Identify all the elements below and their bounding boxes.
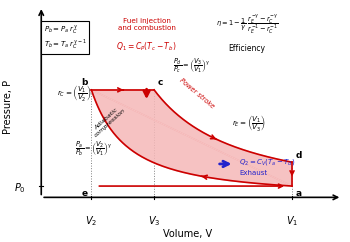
Text: $Q_1 = C_P(T_c - T_b)$: $Q_1 = C_P(T_c - T_b)$ [116, 41, 177, 53]
Text: $Q_2 = C_V(T_a - T_d)$: $Q_2 = C_V(T_a - T_d)$ [239, 157, 296, 167]
Text: Exhaust: Exhaust [239, 170, 267, 176]
Text: $\dfrac{P_d}{P_c} = \left(\dfrac{V_3}{V_1}\right)^\gamma$: $\dfrac{P_d}{P_c} = \left(\dfrac{V_3}{V_… [173, 56, 211, 75]
Y-axis label: Pressure, P: Pressure, P [3, 80, 13, 134]
Text: $r_E = \left(\dfrac{V_1}{V_3}\right)$: $r_E = \left(\dfrac{V_1}{V_3}\right)$ [232, 113, 267, 133]
Text: $r_C = \left(\dfrac{V_1}{V_2}\right)$: $r_C = \left(\dfrac{V_1}{V_2}\right)$ [57, 83, 91, 103]
Text: d: d [296, 151, 302, 160]
Text: $P_b = P_a\ r_C^{\gamma}$
$T_b = T_a\ r_C^{\gamma-1}$: $P_b = P_a\ r_C^{\gamma}$ $T_b = T_a\ r_… [44, 24, 86, 51]
Text: b: b [81, 78, 88, 87]
X-axis label: Volume, V: Volume, V [163, 229, 212, 239]
Text: $\dfrac{P_a}{P_b} = \left(\dfrac{V_2}{V_1}\right)^\gamma$: $\dfrac{P_a}{P_b} = \left(\dfrac{V_2}{V_… [75, 139, 113, 158]
Text: Adiabatic
compression: Adiabatic compression [89, 104, 126, 138]
Polygon shape [91, 90, 292, 186]
Text: Power stroke: Power stroke [178, 77, 215, 109]
Text: e: e [82, 189, 88, 198]
Text: Fuel injection
and combustion: Fuel injection and combustion [118, 18, 175, 31]
Text: c: c [158, 78, 163, 87]
Text: Efficiency: Efficiency [229, 45, 265, 53]
Text: $\eta = 1 - \dfrac{1}{\gamma}\ \dfrac{r_E^{-\gamma} - r_C^{-\gamma}}{r_E^{-1} - : $\eta = 1 - \dfrac{1}{\gamma}\ \dfrac{r_… [216, 13, 278, 36]
Text: a: a [296, 189, 302, 198]
